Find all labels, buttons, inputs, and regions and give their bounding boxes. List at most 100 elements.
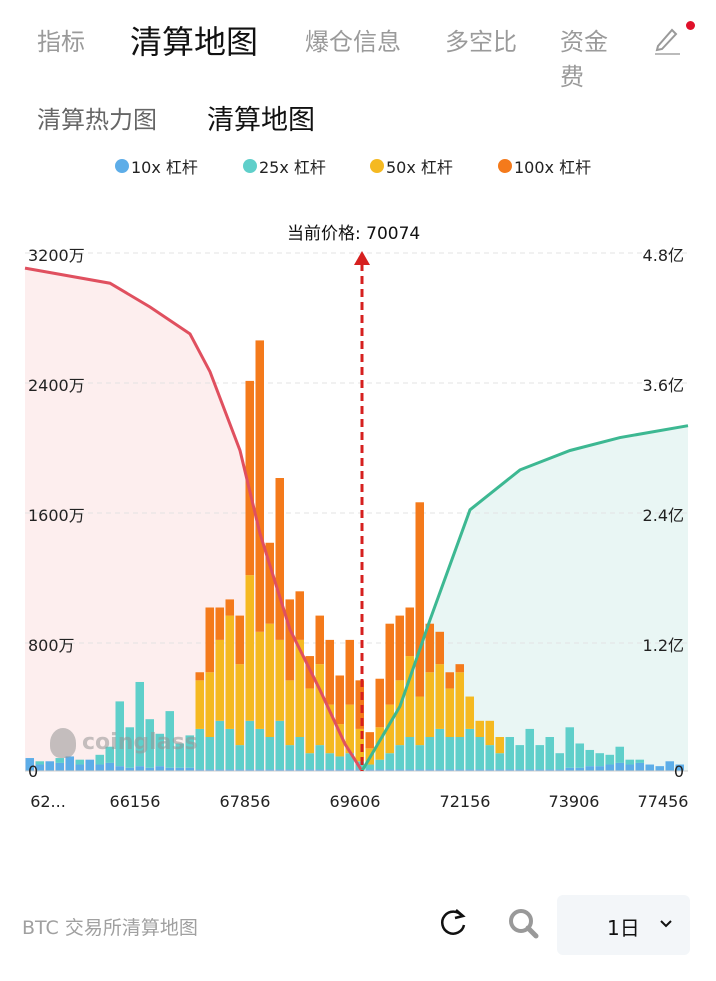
bar-50x (405, 656, 414, 738)
x-tick: 72156 (439, 792, 491, 811)
y-left-tick: 3200万 (28, 246, 85, 265)
bar-10x (435, 769, 444, 771)
bar-10x (675, 764, 684, 771)
x-tick: 77456 (637, 792, 689, 811)
liquidation-chart[interactable] (0, 0, 716, 800)
legend-25x[interactable]: 25x 杠杆 (243, 154, 326, 178)
bar-10x (175, 767, 184, 771)
search-icon[interactable] (506, 906, 540, 940)
bar-25x (475, 737, 484, 770)
bar-25x (205, 737, 214, 770)
bar-25x (585, 749, 594, 767)
bar-25x (335, 756, 344, 770)
bar-50x (485, 720, 494, 746)
subtab-heatmap[interactable]: 清算热力图 (37, 106, 157, 134)
bar-100x (265, 542, 274, 624)
bar-25x (385, 753, 394, 770)
bar-10x (385, 769, 394, 771)
bar-10x (335, 769, 344, 771)
bar-25x (415, 745, 424, 770)
bar-50x (335, 724, 344, 757)
bar-100x (405, 607, 414, 657)
bar-10x (235, 769, 244, 771)
bar-25x (195, 728, 204, 770)
bar-100x (355, 680, 364, 729)
bar-50x (215, 639, 224, 721)
bar-10x (95, 764, 104, 771)
bar-100x (325, 639, 334, 705)
bar-10x (445, 769, 454, 771)
bar-10x (225, 769, 234, 771)
bar-25x (305, 753, 314, 770)
bar-10x (265, 769, 274, 771)
bar-100x (205, 607, 214, 673)
bar-10x (115, 766, 124, 771)
tab-long-short-ratio[interactable]: 多空比 (445, 28, 517, 56)
bar-50x (205, 672, 214, 738)
x-tick: 66156 (109, 792, 161, 811)
bar-25x (375, 759, 384, 770)
bar-25x (225, 728, 234, 770)
y-left-tick: 2400万 (28, 376, 85, 395)
legend-label: 50x 杠杆 (386, 158, 453, 177)
bar-10x (405, 769, 414, 771)
subtab-liquidation-map[interactable]: 清算地图 (207, 105, 315, 136)
y-right-tick: 4.8亿 (642, 246, 684, 265)
bar-25x (165, 711, 174, 768)
bar-10x (575, 767, 584, 771)
bar-50x (285, 680, 294, 746)
bar-10x (135, 766, 144, 771)
bar-100x (295, 591, 304, 640)
bar-10x (525, 769, 534, 771)
bar-50x (195, 680, 204, 729)
bar-10x (45, 761, 54, 771)
bar-50x (455, 672, 464, 738)
bar-100x (315, 615, 324, 665)
bar-25x (615, 746, 624, 763)
bar-10x (545, 769, 554, 771)
bar-50x (255, 631, 264, 729)
bar-25x (75, 759, 84, 765)
watermark-icon (50, 728, 76, 758)
bar-25x (265, 737, 274, 770)
bar-10x (595, 766, 604, 771)
edit-pencil-icon[interactable] (650, 22, 684, 56)
bar-25x (215, 720, 224, 770)
tab-funding-rate[interactable]: 资金费 (560, 28, 608, 91)
bar-50x (295, 639, 304, 738)
y-right-tick: 3.6亿 (642, 376, 684, 395)
bar-10x (475, 769, 484, 771)
bar-50x (445, 688, 454, 738)
bar-25x (365, 764, 374, 770)
y-right-tick: 0 (673, 762, 684, 781)
legend-100x[interactable]: 100x 杠杆 (498, 154, 591, 178)
bar-25x (295, 737, 304, 770)
tab-liquidation-map[interactable]: 清算地图 (130, 23, 259, 61)
bar-25x (555, 753, 564, 770)
bar-25x (435, 728, 444, 770)
bar-100x (285, 599, 294, 681)
bar-25x (605, 754, 614, 765)
notification-dot (686, 21, 695, 30)
bar-10x (325, 769, 334, 771)
bar-100x (345, 639, 354, 705)
bar-10x (295, 769, 304, 771)
bar-25x (595, 753, 604, 767)
legend-10x[interactable]: 10x 杠杆 (115, 154, 198, 178)
bar-50x (275, 639, 284, 721)
bar-10x (605, 764, 614, 771)
bar-50x (385, 704, 394, 754)
bar-10x (285, 769, 294, 771)
refresh-icon[interactable] (436, 906, 470, 940)
legend-50x[interactable]: 50x 杠杆 (370, 154, 453, 178)
bar-25x (345, 753, 354, 770)
period-select[interactable]: 1日 (557, 895, 690, 955)
bar-10x (465, 769, 474, 771)
current-price-label: 当前价格: 70074 (287, 224, 421, 244)
bar-25x (525, 728, 534, 770)
bar-100x (375, 678, 384, 728)
tab-liquidation-info[interactable]: 爆仓信息 (305, 28, 401, 56)
bar-25x (105, 746, 114, 763)
bar-10x (415, 769, 424, 771)
tab-indicators[interactable]: 指标 (37, 28, 85, 56)
